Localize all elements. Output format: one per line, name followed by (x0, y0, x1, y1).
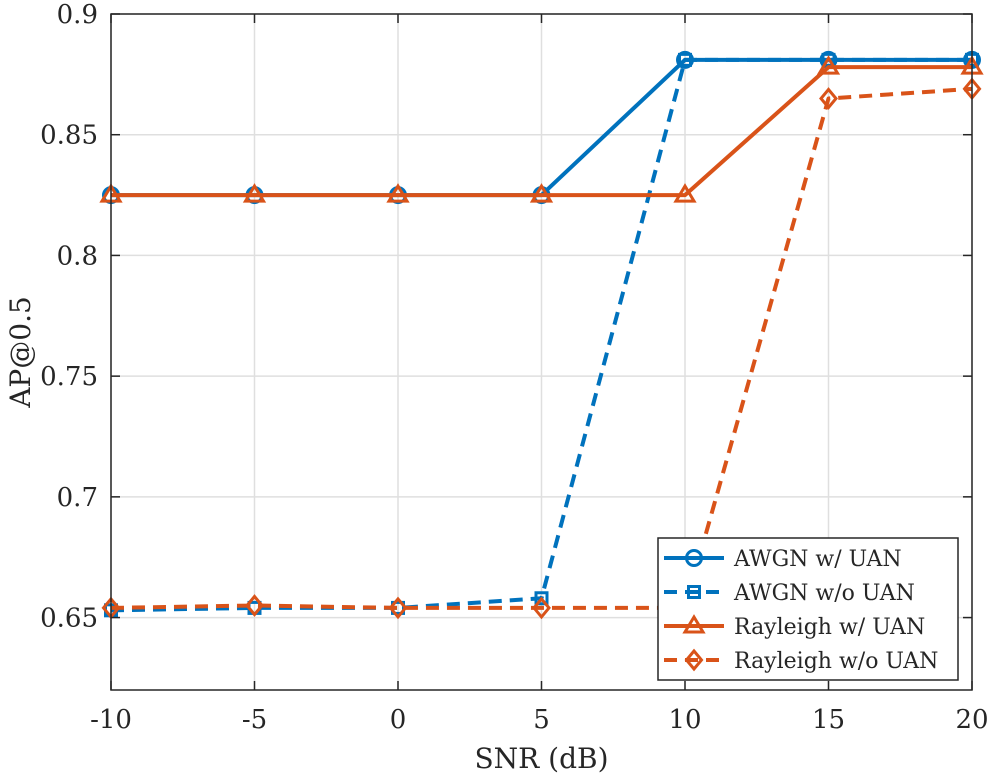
legend: AWGN w/ UAN AWGN w/o UAN Rayleigh w/ UAN Ra… (657, 537, 959, 681)
data-point-diamond (819, 87, 838, 110)
y-tick-label: 0.9 (57, 0, 98, 30)
data-point-triangle (529, 183, 554, 203)
x-tick-label: 15 (812, 705, 845, 735)
legend-marker-diamond (684, 648, 704, 672)
data-point-square (534, 591, 549, 606)
data-point-triangle (673, 183, 697, 203)
legend-label: Rayleigh w/o UAN (734, 649, 938, 674)
data-point-square (678, 52, 692, 67)
y-tick-label: 0.7 (57, 483, 98, 513)
series-line (110, 86, 973, 610)
legend-label: AWGN w/o UAN (733, 581, 915, 606)
y-tick-label: 0.65 (40, 604, 98, 634)
x-tick-label: 10 (668, 705, 701, 735)
y-tick-label: 0.85 (40, 121, 98, 151)
legend-item: Rayleigh w/ UAN (664, 614, 925, 640)
series-line (111, 65, 972, 198)
legend-box (657, 537, 959, 681)
legend-marker-circle (685, 549, 703, 567)
legend-marker-square (687, 585, 701, 599)
x-axis-label: SNR (dB) (474, 742, 608, 775)
legend-marker-triangle (682, 614, 706, 634)
legend-item: Rayleigh w/o UAN (664, 648, 938, 674)
y-tick-label: 0.8 (57, 241, 98, 271)
x-tick-label: 5 (533, 705, 550, 735)
series-rayleigh-w-uan (99, 55, 984, 203)
data-point-diamond (532, 596, 551, 620)
y-tick-label: 0.75 (40, 362, 98, 392)
x-tick-label: 0 (390, 705, 407, 735)
data-point-triangle (816, 55, 841, 75)
x-tick-label: -5 (242, 705, 267, 735)
ticks: -10 -5 0 5 10 15 20 0.65 0.7 0.75 0.8 0.85 0.9 (40, 0, 988, 735)
legend-item: AWGN w/o UAN (664, 581, 915, 606)
y-axis-label: AP@0.5 (4, 296, 37, 409)
x-tick-label: -10 (90, 705, 132, 735)
data-point-diamond (388, 596, 408, 620)
data-point-triangle (386, 183, 410, 203)
data-point-diamond (245, 594, 264, 617)
x-tick-label: 20 (955, 705, 988, 735)
legend-label: AWGN w/ UAN (733, 547, 902, 572)
legend-label: Rayleigh w/ UAN (734, 615, 925, 640)
legend-item: AWGN w/ UAN (664, 547, 902, 572)
data-point-triangle (242, 183, 267, 203)
